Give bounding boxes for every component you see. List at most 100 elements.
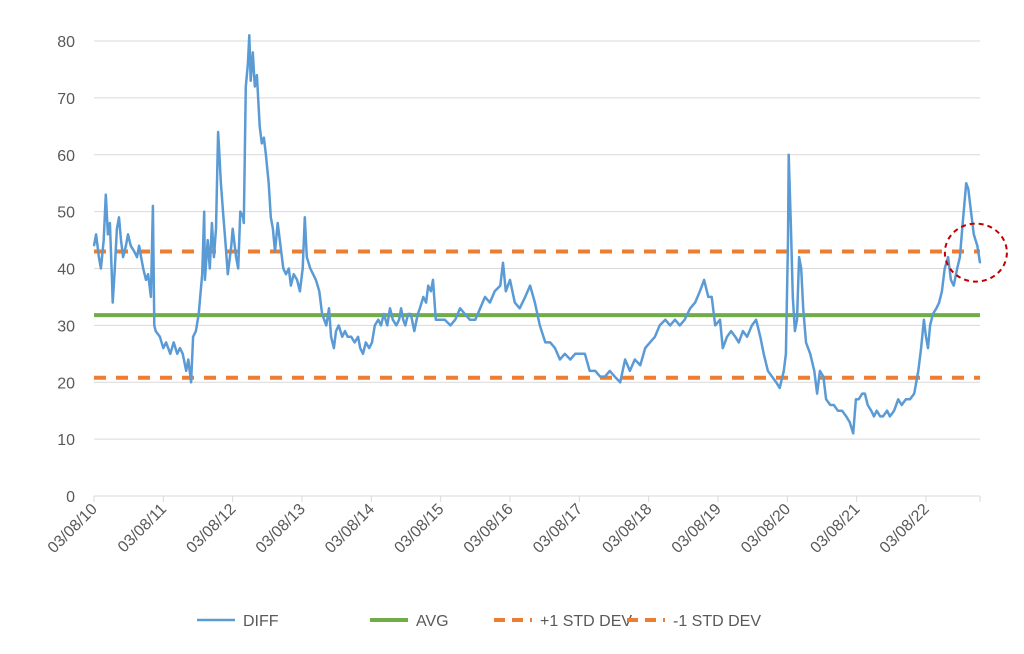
x-tick-label: 03/08/22	[877, 501, 933, 557]
diff-point	[861, 392, 863, 395]
diff-point	[120, 239, 122, 241]
diff-point	[965, 182, 967, 184]
diff-point	[658, 324, 661, 327]
diff-point	[292, 273, 295, 275]
diff-point	[654, 335, 656, 338]
diff-point	[422, 296, 425, 298]
diff-point	[734, 335, 737, 338]
diff-point	[309, 267, 312, 270]
diff-point	[845, 415, 848, 418]
x-tick-label: 03/08/16	[461, 501, 517, 557]
diff-point	[649, 341, 651, 344]
diff-point	[544, 341, 547, 344]
diff-point	[538, 324, 541, 327]
diff-point	[674, 318, 676, 321]
diff-point	[509, 279, 511, 281]
diff-point	[176, 353, 178, 355]
diff-point	[256, 74, 258, 76]
diff-point	[857, 398, 860, 401]
diff-point	[629, 370, 631, 372]
diff-point	[783, 370, 785, 372]
diff-point	[961, 222, 964, 224]
diff-point	[529, 284, 531, 287]
diff-point	[664, 318, 667, 321]
diff-point	[789, 222, 792, 224]
diff-point	[111, 279, 113, 281]
diff-point	[909, 398, 911, 401]
diff-point	[159, 335, 161, 338]
diff-point	[976, 244, 979, 247]
diff-point	[113, 267, 116, 270]
diff-point	[825, 398, 827, 401]
x-axis: 03/08/10 03/08/11 03/08/12 03/08/13 03/08/14…	[45, 495, 981, 557]
diff-point	[185, 370, 188, 372]
y-tick-label: 50	[57, 205, 75, 222]
diff-point	[549, 341, 551, 344]
diff-point	[699, 290, 701, 293]
diff-point	[929, 324, 931, 327]
y-tick-label: 80	[57, 34, 75, 51]
diff-point	[213, 256, 215, 258]
diff-point	[751, 324, 753, 327]
diff-point	[328, 307, 330, 310]
diff-point	[197, 313, 200, 315]
diff-point	[330, 335, 332, 338]
diff-point	[129, 244, 132, 247]
diff-point	[98, 256, 100, 258]
diff-point	[341, 335, 344, 338]
diff-point	[746, 335, 748, 338]
diff-point	[800, 267, 802, 270]
y-tick-label: 10	[57, 432, 75, 449]
diff-point	[917, 370, 920, 372]
diff-point	[967, 188, 970, 190]
diff-point	[407, 313, 409, 315]
diff-point	[794, 330, 796, 332]
x-tick-label: 03/08/20	[738, 501, 794, 557]
diff-point	[150, 296, 152, 298]
diff-point	[382, 313, 385, 315]
diff-point	[359, 347, 362, 349]
diff-point	[956, 267, 958, 270]
diff-point	[633, 358, 636, 361]
diff-point	[796, 318, 798, 321]
diff-point	[778, 387, 781, 389]
diff-point	[279, 239, 281, 241]
diff-point	[318, 290, 321, 293]
diff-point	[767, 370, 769, 372]
diff-point	[669, 324, 671, 327]
diff-point	[889, 415, 891, 418]
diff-point	[444, 318, 446, 321]
diff-point	[893, 409, 895, 412]
diff-point	[837, 409, 839, 412]
x-tick-label: 03/08/15	[391, 501, 447, 557]
diff-point	[371, 341, 373, 344]
diff-point	[927, 347, 929, 349]
diff-point	[344, 330, 346, 332]
x-tick-label: 03/08/11	[115, 501, 170, 556]
diff-point	[335, 330, 337, 332]
diff-point	[296, 279, 298, 281]
diff-point	[325, 324, 328, 327]
x-tick-label: 03/08/13	[253, 501, 309, 557]
diff-point	[346, 335, 349, 338]
legend-label: DIFF	[243, 613, 279, 630]
legend: DIFF AVG +1 STD DEV -1 STD DEV	[197, 613, 761, 630]
annotation-circle	[943, 222, 1008, 283]
diff-point	[604, 375, 606, 378]
diff-point	[787, 239, 789, 241]
diff-point	[111, 301, 114, 304]
diff-point	[599, 375, 601, 378]
diff-point	[242, 216, 244, 219]
diff-point	[707, 296, 710, 298]
diff-point	[792, 296, 794, 298]
diff-point	[719, 318, 721, 321]
diff-point	[802, 307, 805, 310]
diff-point	[315, 279, 317, 281]
diff-point	[251, 51, 254, 54]
diff-point	[419, 307, 421, 310]
diff-point	[398, 318, 400, 321]
diff-point	[203, 210, 206, 213]
diff-point	[613, 375, 616, 378]
y-tick-label: 40	[57, 262, 75, 279]
diff-point	[679, 324, 681, 327]
